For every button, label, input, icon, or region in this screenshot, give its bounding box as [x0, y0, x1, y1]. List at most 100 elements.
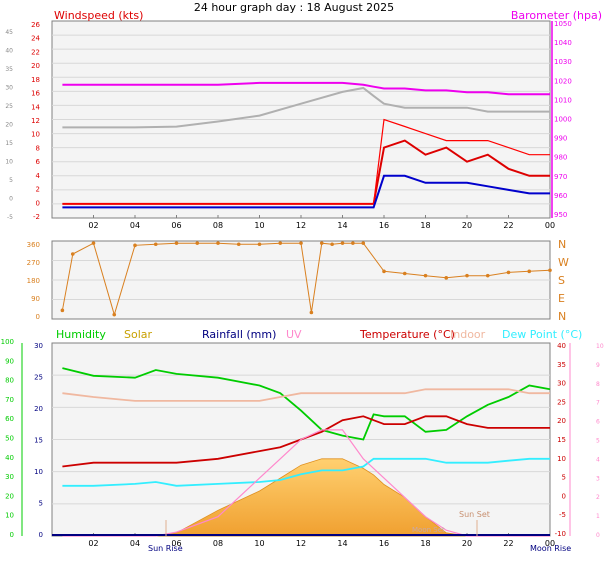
uv-y-tick: 1 [596, 513, 600, 520]
wind-x-tick-label: 02 [88, 221, 98, 230]
wind-x-tick-label: 20 [462, 221, 472, 230]
page-title: 24 hour graph day : 18 August 2025 [194, 1, 394, 14]
wind-x-tick-label: 08 [213, 221, 223, 230]
uv-y-tick: 9 [596, 362, 600, 369]
wind-y-tick: 2 [36, 186, 40, 194]
temp-y-tick: 10 [557, 455, 566, 463]
compass-label: W [558, 256, 569, 269]
left-y-tick: 10 [34, 468, 43, 476]
moonrise-label: Moon Rise [530, 544, 571, 553]
wind-y-tick: 0 [36, 199, 40, 207]
temp-x-tick-label: 10 [254, 539, 264, 548]
baro-y-tick: 970 [554, 173, 567, 181]
direction-y-tick: 360 [27, 241, 40, 249]
uv-y-tick: 5 [596, 438, 600, 445]
uv-y-tick: 6 [596, 419, 600, 426]
direction-y-tick: 180 [27, 277, 40, 285]
wind-y-tick: 18 [31, 76, 40, 84]
compass-label: N [558, 310, 566, 323]
temp-y-tick: 15 [557, 436, 566, 444]
wind-x-tick-label: 12 [296, 221, 306, 230]
temp-x-tick-label: 18 [420, 539, 430, 548]
legend-item: Humidity [56, 328, 106, 341]
legend-item: Indoor [450, 328, 486, 341]
wind-y-tick: 12 [31, 117, 40, 125]
wind-y-tick: 14 [31, 103, 40, 111]
humidity-y-tick: 60 [5, 415, 14, 423]
indoor-line [62, 388, 550, 402]
wind-y-tick-outer: 40 [5, 48, 13, 55]
left-y-tick: 15 [34, 437, 43, 445]
wind-y-tick-outer: 25 [5, 103, 13, 110]
wind-x-tick-label: 10 [254, 221, 264, 230]
wind-y-tick: 8 [36, 144, 40, 152]
wind-barometer-chart: Windspeed (kts) Barometer (hpa)-505101520… [5, 9, 602, 230]
wind-y-tick: 24 [31, 35, 40, 43]
uv-y-tick: 2 [596, 494, 600, 501]
wind-y-tick-outer: -5 [7, 214, 13, 221]
temp-x-tick-label: 06 [171, 539, 181, 548]
direction-point [60, 308, 65, 313]
gust-line [62, 118, 550, 205]
temperature-humidity-chart: Humidity Solar Rainfall (mm) UV Temperature … [1, 328, 604, 553]
humidity-y-tick: 70 [5, 396, 14, 404]
compass-label: S [558, 274, 565, 287]
wind-axis-label: Windspeed (kts) [54, 9, 143, 22]
wind-y-tick-outer: 35 [5, 66, 13, 73]
humidity-y-tick: 100 [1, 338, 14, 346]
wind-x-tick-label: 04 [130, 221, 140, 230]
direction-y-tick: 270 [27, 259, 40, 267]
baro-y-tick: 980 [554, 154, 567, 162]
wind-x-tick-label: 18 [420, 221, 430, 230]
temp-x-tick-label: 02 [88, 539, 98, 548]
sunset-label: Sun Set [459, 510, 490, 519]
humidity-y-tick: 20 [5, 492, 14, 500]
humidity-y-tick: 50 [5, 435, 14, 443]
avg_wind-line [62, 174, 550, 209]
uv-y-tick: 4 [596, 456, 600, 463]
baro-y-tick: 1030 [554, 58, 572, 66]
uv-y-tick: 8 [596, 381, 600, 388]
uv-y-tick: 3 [596, 475, 600, 482]
direction-line [61, 242, 551, 317]
wind-y-tick: 26 [31, 21, 40, 29]
direction-point [548, 268, 552, 273]
dew-line [62, 457, 550, 487]
baro-y-tick: 950 [554, 211, 567, 219]
wind-x-tick-label: 16 [379, 221, 389, 230]
temp-x-tick-label: 22 [503, 539, 513, 548]
wind-y-tick: 16 [31, 90, 40, 98]
temp-y-tick: -10 [555, 530, 566, 538]
wind-y-tick: -2 [33, 213, 40, 221]
temp-line [62, 415, 550, 468]
baro-y-tick: 1000 [554, 116, 572, 124]
wind-y-tick-outer: 20 [5, 122, 13, 129]
left-y-tick: 25 [34, 374, 43, 382]
wind-y-tick: 10 [31, 131, 40, 139]
temp-x-tick-label: 08 [213, 539, 223, 548]
wind-y-tick-outer: 15 [5, 140, 13, 147]
direction-y-tick: 90 [31, 295, 40, 303]
temp-y-tick: 5 [562, 474, 566, 482]
humidity-y-tick: 30 [5, 473, 14, 481]
humidity-y-tick: 90 [5, 357, 14, 365]
sunrise-label: Sun Rise [148, 544, 183, 553]
left-y-tick: 5 [39, 500, 43, 508]
temp-y-tick: 25 [557, 398, 566, 406]
wind-y-tick: 22 [31, 48, 40, 56]
baro-line [62, 81, 550, 96]
temp-y-tick: -5 [559, 511, 566, 519]
wind-y-tick-outer: 10 [5, 159, 13, 166]
temp-x-tick-label: 04 [130, 539, 140, 548]
baro-y-tick: 1010 [554, 96, 572, 104]
wind-y-tick-outer: 45 [5, 29, 13, 36]
temp-x-tick-label: 20 [462, 539, 472, 548]
wind-y-tick: 6 [36, 158, 41, 166]
humidity-y-tick: 40 [5, 454, 14, 462]
compass-label: E [558, 292, 565, 305]
uv-y-tick: 7 [596, 400, 600, 407]
legend-item: Dew Point (°C) [502, 328, 582, 341]
wind-y-tick-outer: 0 [9, 196, 13, 203]
